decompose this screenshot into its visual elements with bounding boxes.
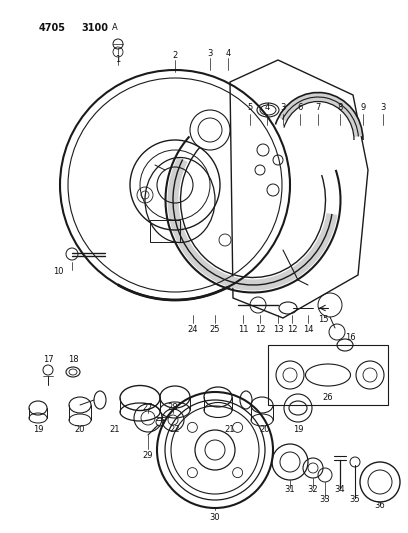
Text: 12: 12 (255, 326, 265, 335)
Text: 10: 10 (53, 268, 63, 277)
Text: 4705: 4705 (38, 23, 66, 33)
Text: 17: 17 (43, 356, 53, 365)
Text: 9: 9 (360, 103, 366, 112)
Text: 20: 20 (75, 425, 85, 434)
Text: 28: 28 (168, 403, 178, 413)
Text: 35: 35 (350, 496, 360, 505)
Text: 27: 27 (143, 403, 153, 413)
Bar (150, 220, 180, 242)
Bar (268, 345, 388, 405)
Text: 36: 36 (375, 500, 386, 510)
Text: 4: 4 (264, 103, 270, 112)
Text: 32: 32 (308, 486, 318, 495)
Text: 7: 7 (315, 103, 321, 112)
Text: 3: 3 (380, 103, 386, 112)
Text: 13: 13 (273, 326, 283, 335)
Text: 15: 15 (318, 316, 328, 325)
Text: 21: 21 (110, 425, 120, 434)
Text: 12: 12 (287, 326, 297, 335)
Text: 31: 31 (285, 486, 295, 495)
Text: 20: 20 (260, 425, 270, 434)
Text: 2: 2 (172, 52, 177, 61)
Text: 4: 4 (225, 50, 231, 59)
Text: 1: 1 (115, 55, 121, 64)
Text: 22: 22 (170, 425, 180, 434)
Text: 26: 26 (323, 393, 333, 402)
Text: 5: 5 (247, 103, 253, 112)
Text: 6: 6 (297, 103, 303, 112)
Text: 8: 8 (337, 103, 343, 112)
Text: 3: 3 (207, 50, 213, 59)
Text: 19: 19 (293, 425, 303, 434)
Text: 16: 16 (345, 334, 355, 343)
Text: A: A (112, 23, 118, 33)
Text: 18: 18 (68, 356, 78, 365)
Text: 3: 3 (280, 103, 286, 112)
Text: 24: 24 (188, 326, 198, 335)
Text: 33: 33 (319, 496, 330, 505)
Text: 34: 34 (335, 486, 345, 495)
Text: 21: 21 (225, 425, 235, 434)
Text: 19: 19 (33, 425, 43, 434)
Text: 3100: 3100 (82, 23, 109, 33)
Text: 25: 25 (210, 326, 220, 335)
Text: 14: 14 (303, 326, 313, 335)
Text: 11: 11 (238, 326, 248, 335)
Text: 29: 29 (143, 450, 153, 459)
Text: 30: 30 (210, 513, 220, 522)
